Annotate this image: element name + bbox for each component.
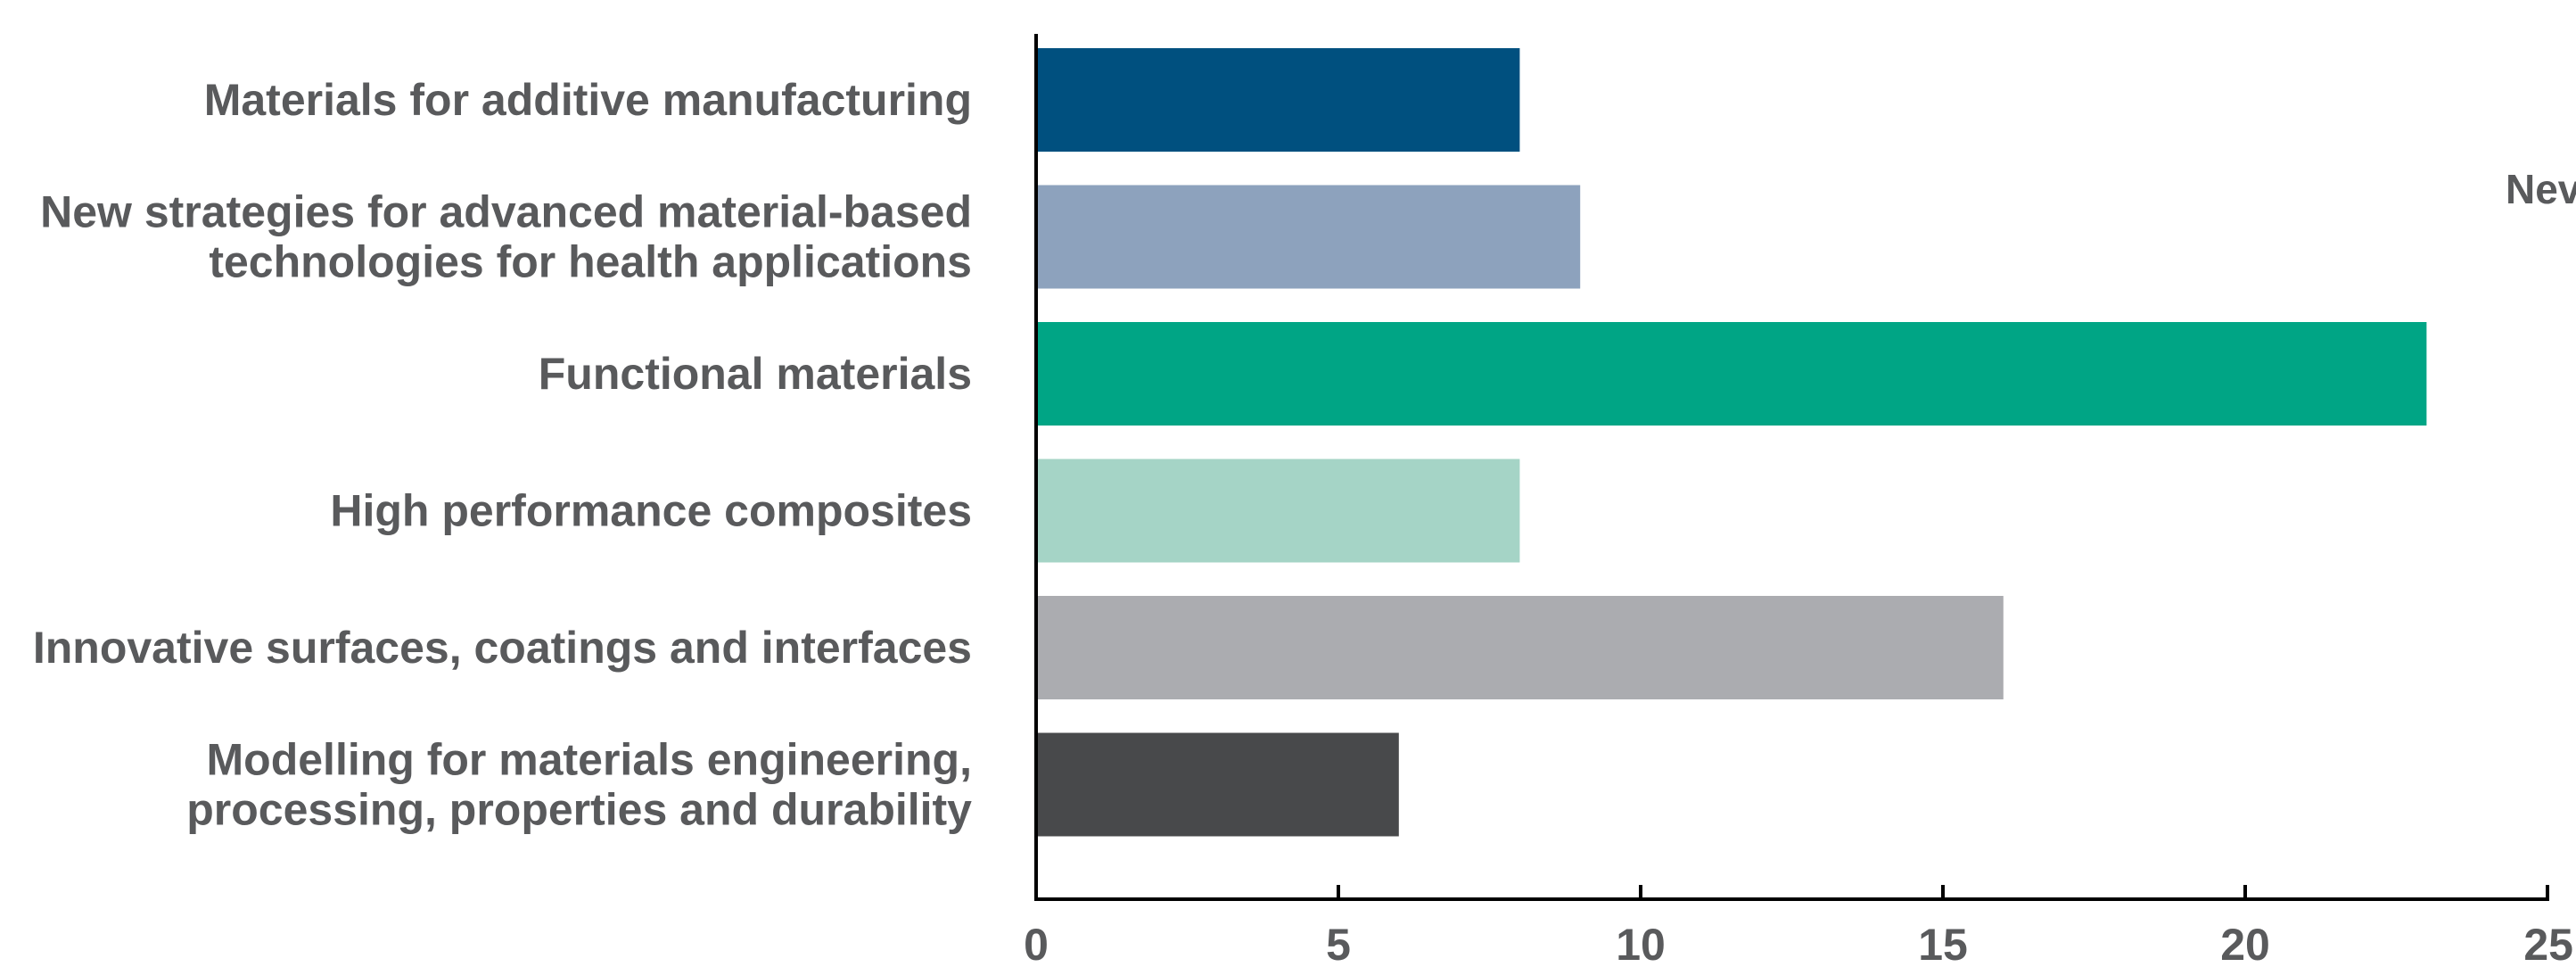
bar-5 bbox=[1036, 596, 2004, 699]
x-tick-label-15: 15 bbox=[1918, 920, 1968, 963]
category-label-3: Functional materials bbox=[539, 349, 972, 399]
category-label-2-line-1: New strategies for advanced material-bas… bbox=[40, 187, 972, 237]
bar-4 bbox=[1036, 459, 1520, 563]
x-tick-label-20: 20 bbox=[2220, 920, 2270, 963]
bar-3 bbox=[1036, 322, 2427, 426]
bars-layer bbox=[1036, 48, 2427, 837]
x-tick-label-5: 5 bbox=[1326, 920, 1351, 963]
category-labels: Materials for additive manufacturing New … bbox=[33, 75, 972, 835]
category-label-4: High performance composites bbox=[330, 486, 972, 536]
clipped-legend-text: Nev bbox=[2506, 166, 2576, 212]
category-label-5: Innovative surfaces, coatings and interf… bbox=[33, 623, 972, 673]
category-label-6-line-2: processing, properties and durability bbox=[186, 785, 972, 835]
category-label-6-line-1: Modelling for materials engineering, bbox=[207, 735, 972, 785]
category-label-1: Materials for additive manufacturing bbox=[204, 75, 972, 125]
bar-1 bbox=[1036, 48, 1520, 152]
bar-6 bbox=[1036, 732, 1399, 837]
x-axis: 0 5 10 15 20 25 bbox=[1024, 34, 2573, 967]
x-tick-label-10: 10 bbox=[1616, 920, 1666, 963]
category-label-2-line-2: technologies for health applications bbox=[209, 237, 972, 287]
x-tick-label-25: 25 bbox=[2523, 920, 2573, 963]
bar-2 bbox=[1036, 185, 1581, 289]
x-tick-label-0: 0 bbox=[1024, 920, 1049, 963]
